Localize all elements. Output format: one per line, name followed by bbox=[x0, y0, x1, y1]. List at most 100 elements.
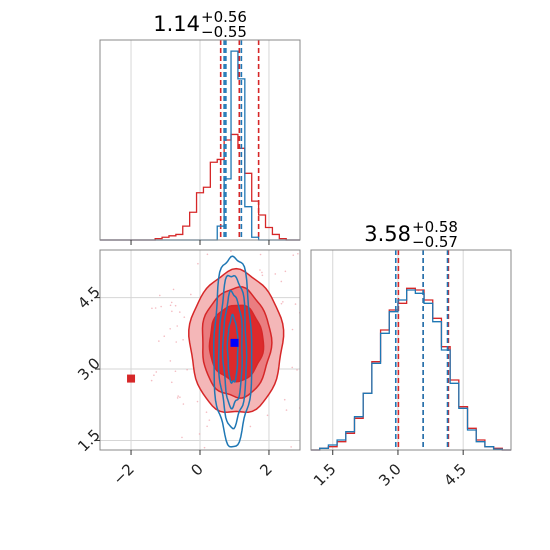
title-param-2-minus: −0.57 bbox=[412, 233, 458, 251]
sample-point bbox=[316, 392, 318, 394]
sample-point bbox=[186, 368, 188, 371]
marker-series-2 bbox=[230, 338, 239, 347]
sample-point bbox=[183, 316, 186, 318]
sample-point bbox=[292, 254, 295, 256]
sample-point bbox=[150, 379, 153, 382]
x-tick-label: 2 bbox=[256, 460, 275, 479]
y-tick-label: 1.5 bbox=[74, 426, 104, 456]
sample-point bbox=[230, 250, 232, 252]
sample-point bbox=[177, 395, 179, 397]
sample-point bbox=[243, 247, 245, 249]
sample-point bbox=[220, 455, 222, 457]
histogram-series-1 bbox=[311, 287, 511, 451]
sample-point bbox=[206, 425, 208, 428]
sample-point bbox=[274, 273, 277, 275]
sample-point bbox=[179, 396, 181, 399]
sample-point bbox=[169, 327, 171, 330]
sample-point bbox=[291, 328, 294, 331]
title-param-1-minus: −0.55 bbox=[201, 23, 247, 41]
sample-point bbox=[234, 457, 236, 459]
sample-point bbox=[284, 270, 287, 273]
sample-point bbox=[250, 243, 252, 245]
x-tick-label: 0 bbox=[187, 460, 206, 479]
sample-point bbox=[259, 269, 261, 271]
sample-point bbox=[176, 325, 179, 327]
sample-point bbox=[196, 400, 199, 403]
joint-plot-area bbox=[127, 213, 318, 471]
sample-point bbox=[208, 419, 211, 421]
sample-point bbox=[259, 253, 262, 256]
sample-point bbox=[206, 253, 209, 256]
sample-point bbox=[291, 366, 294, 369]
sample-point bbox=[218, 222, 220, 224]
sample-point bbox=[282, 301, 284, 303]
histogram-series-2 bbox=[311, 289, 511, 451]
sample-point bbox=[158, 294, 161, 297]
sample-point bbox=[223, 237, 225, 239]
sample-point bbox=[315, 336, 317, 338]
sample-point bbox=[285, 409, 288, 411]
y-tick-label: 4.5 bbox=[74, 283, 104, 313]
sample-point bbox=[154, 307, 157, 309]
sample-point bbox=[155, 371, 158, 373]
sample-point bbox=[255, 469, 257, 471]
panel-marginal-param-2: 1.5 3.0 4.5 bbox=[310, 249, 512, 490]
sample-point bbox=[278, 224, 280, 226]
sample-point bbox=[175, 341, 178, 343]
x-tick-label: −2 bbox=[109, 460, 137, 488]
sample-point bbox=[182, 403, 185, 405]
contour-series-2-level-2 bbox=[217, 274, 248, 430]
title-param-2-median: 3.58 bbox=[364, 222, 411, 246]
y-tick-label: 3.0 bbox=[74, 354, 104, 384]
sample-point bbox=[296, 369, 298, 371]
sample-point bbox=[249, 425, 252, 428]
sample-point bbox=[205, 453, 207, 455]
x-tick-label: 4.5 bbox=[440, 460, 470, 490]
sample-point bbox=[190, 293, 192, 296]
sample-point bbox=[182, 338, 184, 341]
sample-point bbox=[153, 374, 155, 376]
sample-point bbox=[191, 450, 193, 452]
marker-series-1 bbox=[127, 374, 136, 383]
contour-series-2-level-4 bbox=[226, 313, 239, 385]
sample-point bbox=[171, 310, 173, 313]
sample-point bbox=[294, 303, 297, 305]
sample-point bbox=[197, 262, 199, 265]
sample-point bbox=[172, 288, 175, 291]
sample-point bbox=[181, 436, 183, 439]
sample-point bbox=[280, 280, 283, 283]
sample-point bbox=[151, 307, 153, 310]
sample-point bbox=[198, 433, 201, 435]
sample-point bbox=[169, 304, 172, 307]
sample-point bbox=[160, 305, 162, 308]
title-param-2-plus: +0.58 bbox=[412, 218, 458, 236]
sample-point bbox=[215, 456, 217, 458]
sample-point bbox=[170, 301, 173, 304]
sample-point bbox=[176, 397, 179, 399]
sample-point bbox=[281, 241, 283, 243]
sample-point bbox=[290, 446, 292, 448]
sample-point bbox=[178, 311, 181, 313]
sample-point bbox=[170, 381, 173, 384]
sample-point bbox=[266, 414, 269, 417]
sample-point bbox=[297, 252, 299, 255]
x-tick-label: 3.0 bbox=[375, 460, 405, 490]
sample-point bbox=[308, 321, 310, 323]
sample-point bbox=[228, 244, 230, 246]
sample-point bbox=[203, 446, 206, 449]
sample-point bbox=[174, 370, 177, 373]
sample-point bbox=[246, 217, 248, 219]
sample-point bbox=[261, 274, 264, 277]
title-param-1-median: 1.14 bbox=[153, 12, 200, 36]
sample-point bbox=[163, 335, 166, 337]
sample-point bbox=[174, 304, 177, 307]
sample-point bbox=[205, 411, 208, 413]
sample-point bbox=[280, 302, 283, 305]
sample-point bbox=[240, 458, 242, 460]
sample-point bbox=[241, 213, 243, 215]
sample-point bbox=[190, 230, 192, 232]
sample-point bbox=[158, 340, 160, 342]
panel-frame bbox=[310, 249, 512, 451]
contour-series-2-level-1 bbox=[213, 255, 253, 448]
